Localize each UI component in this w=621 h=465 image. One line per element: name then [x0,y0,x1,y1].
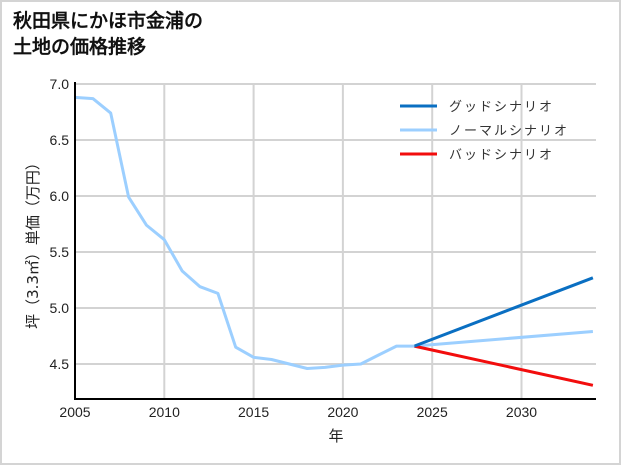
y-axis-ticks: 4.5 5.0 5.5 6.0 6.5 7.0 [50,76,70,372]
y-tick-label: 5.0 [50,300,70,316]
x-axis-label: 年 [328,427,343,445]
y-tick-label: 7.0 [50,76,70,92]
legend-label: バッドシナリオ [449,148,554,163]
chart-title-line-2: 土地の価格推移 [13,36,147,58]
x-tick-label: 2020 [327,404,358,420]
x-tick-label: 2015 [238,404,269,420]
y-tick-label: 4.5 [50,356,70,372]
y-tick-label: 6.5 [50,132,70,148]
chart-title-line-1: 秋田県にかほ市金浦の [13,10,204,32]
y-tick-label: 6.0 [50,188,70,204]
y-tick-label: 5.5 [50,244,70,260]
legend-label: グッドシナリオ [449,100,554,115]
axes [74,82,596,400]
x-tick-label: 2030 [506,404,537,420]
plot-lines [74,95,594,387]
x-tick-label: 2025 [417,404,448,420]
x-tick-label: 2010 [149,404,180,420]
historical-line [74,95,415,370]
legend-label: ノーマルシナリオ [449,124,569,139]
chart-title: 秋田県にかほ市金浦の 土地の価格推移 [13,8,203,60]
x-axis-ticks: 2005 2010 2015 2020 2025 2030 [59,404,537,420]
y-axis-label: 坪（3.3㎡）単価（万円） [24,155,42,329]
x-tick-label: 2005 [59,404,90,420]
series-line [413,344,594,387]
series-line [414,330,594,348]
series-line [413,276,594,348]
